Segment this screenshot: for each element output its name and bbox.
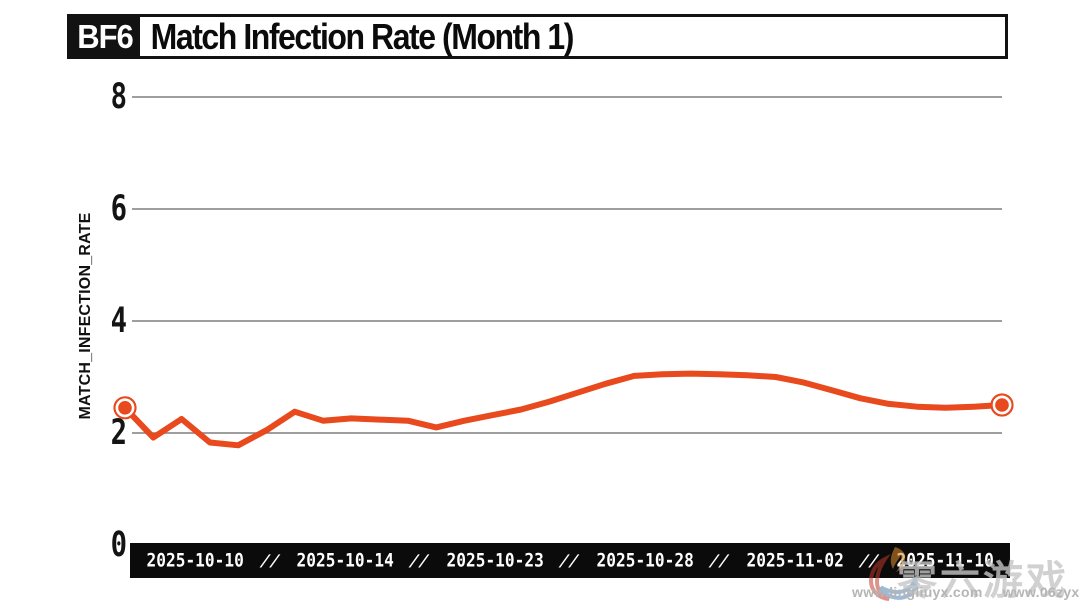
watermark-urls: www.lingliuyx.com www.06zyx.com	[852, 584, 1080, 600]
series-start-marker	[113, 396, 137, 420]
watermark-cn-text: 零六游戏	[897, 558, 1069, 604]
series-line-match_infection_rate	[122, 370, 1005, 449]
x-tick-label-2025-10-10: 2025-10-10	[146, 549, 244, 572]
date-separator: //	[258, 551, 282, 570]
x-tick-label-2025-11-02: 2025-11-02	[746, 549, 844, 572]
y-tick-label-6: 6	[110, 188, 127, 230]
y-tick-label-8: 8	[110, 76, 127, 118]
chart-title-box: BF6 Match Infection Rate (Month 1)	[67, 14, 1008, 59]
y-tick-label-2: 2	[110, 412, 127, 454]
x-axis-date-bar: 2025-10-10 // 2025-10-14 // 2025-10-23 // 2025…	[130, 543, 1010, 578]
watermark-url-1: www.lingliuyx.com	[852, 584, 983, 600]
x-tick-label-2025-10-23: 2025-10-23	[446, 549, 544, 572]
watermark-logo-icon	[868, 547, 918, 601]
y-tick-label-4: 4	[110, 300, 127, 342]
page-title: Match Infection Rate (Month 1)	[150, 15, 575, 57]
date-separator: //	[408, 551, 432, 570]
watermark-url-2: www.06zyx.com	[1002, 584, 1080, 600]
date-separator: //	[558, 551, 582, 570]
x-tick-label-2025-10-28: 2025-10-28	[596, 549, 694, 572]
date-separator: //	[708, 551, 732, 570]
y-tick-label-0: 0	[110, 524, 127, 566]
x-tick-label-2025-11-10: 2025-11-10	[896, 549, 994, 572]
x-tick-label-2025-10-14: 2025-10-14	[296, 549, 394, 572]
bf6-logo: BF6	[70, 15, 140, 58]
series-end-marker	[990, 393, 1014, 417]
